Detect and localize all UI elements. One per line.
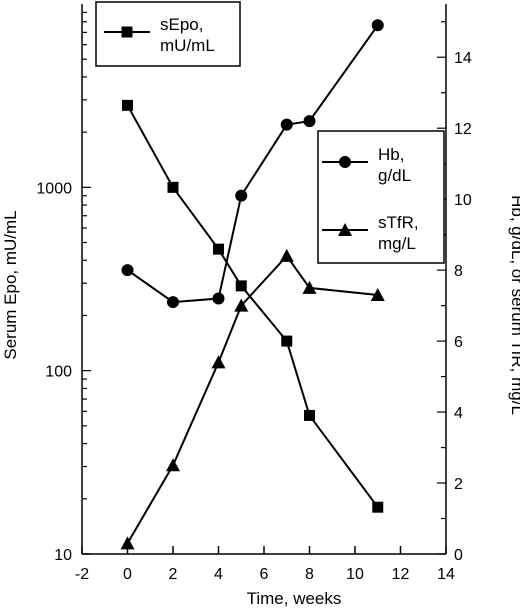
x-tick-label: 12 [392,566,410,583]
circle-marker [280,118,293,131]
right-tick-label: 8 [454,263,463,280]
square-marker [213,243,224,255]
square-marker [281,335,293,347]
right-tick-label: 6 [454,334,463,351]
legend-box [95,1,241,67]
right-tick-label: 0 [454,547,463,564]
x-tick-label: 8 [305,566,314,583]
triangle-marker [302,280,317,294]
x-axis-label: Time, weeks [247,589,342,608]
legend-top-left: sEpo, mU/mL [95,1,241,67]
triangle-marker [211,355,226,369]
legend-label: sEpo, mU/mL [160,15,215,55]
square-marker [167,181,179,193]
square-marker [122,99,133,111]
circle-marker [303,115,316,128]
legend-label: Hb, g/dL [378,145,411,185]
triangle-marker [370,287,385,301]
triangle-marker [338,223,352,236]
axes: -2 0 2 4 6 8 10 12 14 10 100 1000 0 2 4 6 8 10 12 14 [36,4,472,583]
left-tick-label: 10 [54,547,72,564]
circle-marker [167,296,179,309]
right-tick-label: 2 [454,476,463,493]
x-tick-label: -2 [75,566,89,583]
square-marker [121,26,133,38]
triangle-marker [166,458,180,472]
legend-box [317,130,445,264]
x-tick-label: 14 [437,566,455,583]
triangle-marker [234,298,249,312]
x-tick-label: 4 [214,566,223,583]
x-tick-label: 0 [123,566,132,583]
left-tick-label: 100 [45,364,72,381]
square-marker [235,280,247,292]
legend-right: Hb, g/dL sTfR, mg/L [317,130,445,264]
legend-layer: sEpo, mU/mL Hb, g/dL sTfR, mg/L [95,1,445,264]
series-square [122,99,384,513]
circle-marker [371,19,384,32]
circle-marker [212,292,225,305]
x-tick-label: 6 [260,566,269,583]
right-tick-label: 14 [454,50,472,67]
right-tick-label: 10 [454,192,472,209]
series-layer [120,19,385,550]
right-tick-label: 4 [454,405,463,422]
square-marker [372,501,384,513]
triangle-marker [279,248,294,262]
circle-marker [121,264,134,277]
circle-marker [339,156,351,168]
x-tick-label: 10 [346,566,364,583]
right-axis-label: Hb, g/dL, or serum TfR, mg/L [508,195,520,415]
legend-label: sTfR, mg/L [378,213,419,253]
left-tick-label: 1000 [36,180,72,197]
triangle-marker [120,536,135,550]
x-tick-label: 2 [169,566,178,583]
left-axis-label: Serum Epo, mU/mL [1,210,20,359]
series-triangle [120,248,385,550]
square-marker [304,409,315,421]
series-circle [121,19,384,309]
circle-marker [235,189,248,202]
right-tick-label: 12 [454,121,472,138]
